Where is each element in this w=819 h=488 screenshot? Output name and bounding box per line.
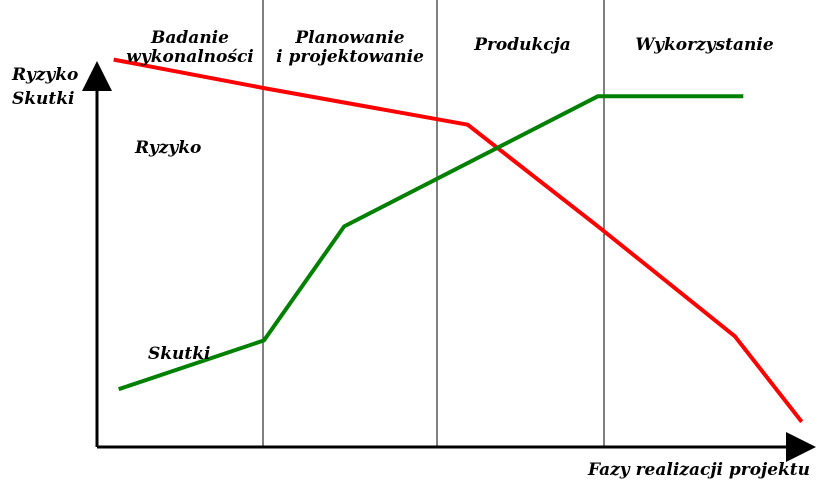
phase-label-3-line-1: Produkcja [473, 35, 571, 55]
series-line-ryzyko [113, 57, 804, 424]
series-label-skutki: Skutki [148, 344, 211, 364]
series-lines [113, 57, 804, 424]
y-axis-label-line-2: Skutki [12, 89, 75, 109]
phase-label-1-line-2: wykonalności [126, 47, 254, 67]
phase-label-2-line-2: i projektowanie [276, 47, 424, 67]
phase-label-2-line-1: Planowanie [294, 28, 404, 48]
phase-label-4-line-1: Wykorzystanie [635, 35, 773, 55]
series-line-skutki [118, 94, 744, 392]
phase-label-1-line-1: Badanie [150, 28, 229, 48]
phase-dividers [262, 0, 605, 447]
y-axis-label-line-1: Ryzyko [11, 65, 78, 85]
series-label-ryzyko: Ryzyko [134, 138, 201, 158]
x-axis-label: Fazy realizacji projektu [587, 460, 810, 480]
